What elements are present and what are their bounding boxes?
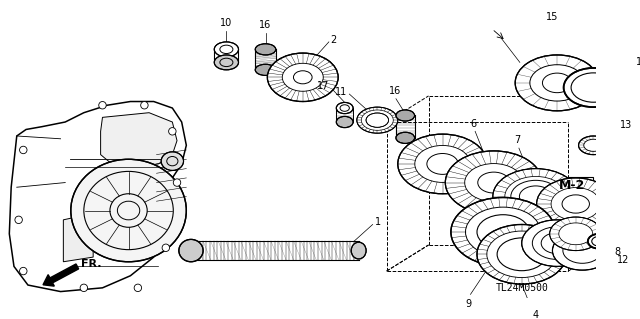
Text: 6: 6 [470,119,476,129]
Text: 14: 14 [636,57,640,67]
Ellipse shape [564,68,623,107]
Text: 5: 5 [518,244,524,254]
Circle shape [20,267,27,275]
Ellipse shape [336,116,353,128]
Text: 16: 16 [259,20,271,30]
Polygon shape [63,213,93,262]
Circle shape [15,216,22,224]
Ellipse shape [268,53,338,101]
Ellipse shape [357,107,398,133]
Polygon shape [100,113,177,167]
Text: 9: 9 [465,299,472,309]
Text: 7: 7 [514,135,520,145]
Ellipse shape [522,220,593,266]
Text: 1: 1 [374,217,381,227]
Ellipse shape [71,159,186,262]
Text: 3: 3 [508,199,514,209]
Text: 11: 11 [335,87,348,97]
FancyArrow shape [43,264,79,286]
Ellipse shape [550,217,602,251]
Text: 17: 17 [317,81,330,91]
Ellipse shape [351,242,366,259]
Text: 10: 10 [220,18,232,28]
Text: M-2: M-2 [559,179,585,192]
Ellipse shape [161,152,184,170]
Circle shape [141,101,148,109]
Ellipse shape [493,169,579,225]
Text: 15: 15 [547,12,559,22]
Ellipse shape [398,134,487,194]
Ellipse shape [396,132,415,144]
Ellipse shape [214,55,239,70]
Text: 16: 16 [389,86,401,96]
Text: 8: 8 [615,248,621,257]
Ellipse shape [588,234,610,249]
Ellipse shape [536,178,615,230]
Ellipse shape [214,42,239,57]
Circle shape [162,244,170,251]
Circle shape [20,146,27,154]
Circle shape [168,128,176,135]
Ellipse shape [366,113,388,127]
Circle shape [173,179,180,186]
Ellipse shape [396,110,415,121]
Circle shape [134,284,141,292]
Text: 13: 13 [620,120,632,130]
Text: 4: 4 [533,310,539,319]
Ellipse shape [179,239,203,262]
Ellipse shape [515,55,599,111]
Circle shape [99,101,106,109]
Ellipse shape [579,136,609,155]
Ellipse shape [445,151,542,214]
Text: FR.: FR. [81,259,102,269]
Ellipse shape [255,44,276,55]
Text: 2: 2 [331,35,337,45]
Text: 12: 12 [617,255,629,265]
Text: TL24M0500: TL24M0500 [495,283,548,293]
Ellipse shape [477,225,566,284]
Ellipse shape [255,64,276,75]
Ellipse shape [552,231,612,270]
Circle shape [80,284,88,292]
Ellipse shape [336,102,353,114]
Ellipse shape [451,197,556,266]
